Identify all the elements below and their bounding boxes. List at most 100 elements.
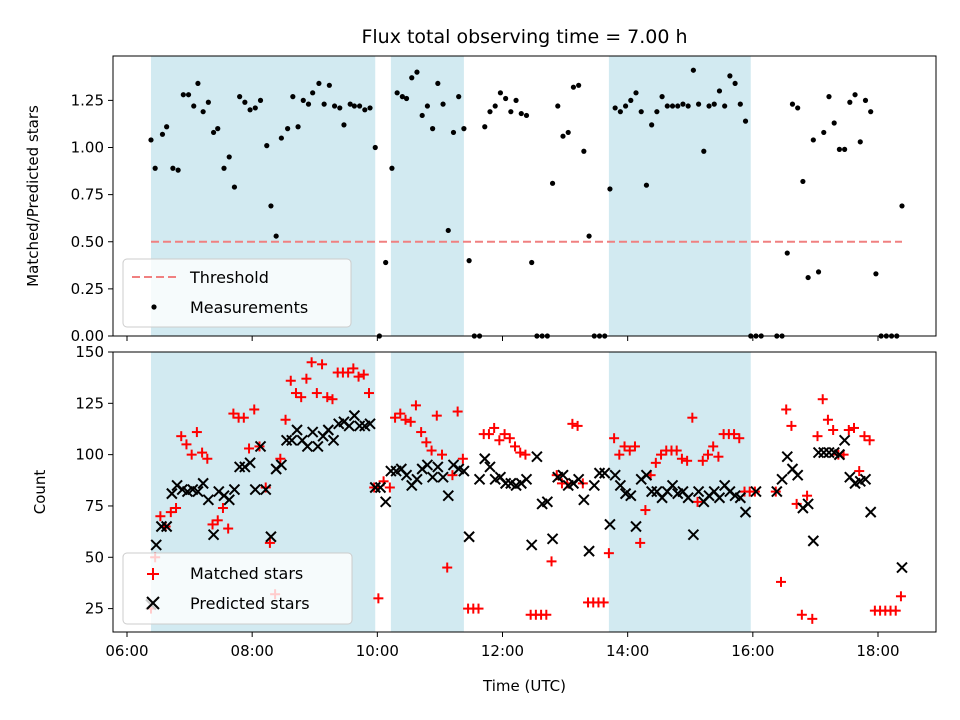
matched-star-point <box>171 503 182 514</box>
matched-star-point <box>410 400 421 411</box>
predicted-star-point <box>306 426 319 438</box>
x-tick-label: 08:00 <box>231 642 274 660</box>
y-tick-label: 25 <box>85 600 104 618</box>
matched-star-point <box>859 431 870 442</box>
measurement-point <box>868 109 874 115</box>
matched-star-point <box>640 505 651 516</box>
measurement-point <box>403 95 410 102</box>
measurement-point <box>430 126 436 132</box>
legend-predicted-label: Predicted stars <box>190 594 310 613</box>
measurement-point <box>310 90 316 96</box>
y-tick-label: 75 <box>85 497 104 515</box>
matched-star-point <box>322 392 333 403</box>
measurement-point <box>252 105 258 111</box>
measurement-point <box>815 269 822 275</box>
matched-star-point <box>775 576 786 587</box>
measurement-point <box>175 167 181 173</box>
matched-star-point <box>671 445 682 456</box>
x-axis-label: Time (UTC) <box>482 677 566 695</box>
measurement-point <box>586 233 592 239</box>
predicted-star-point <box>166 487 178 500</box>
predicted-star-point <box>437 471 449 483</box>
predicted-star-point <box>771 485 783 498</box>
matched-star-point <box>822 414 833 425</box>
measurement-point <box>513 97 519 103</box>
matched-star-point <box>895 591 906 602</box>
predicted-star-point <box>578 494 590 506</box>
bottom-x-axis-ticks: 06:00 08:00 10:00 12:00 14:00 16:00 18:00 <box>105 632 900 660</box>
measurement-point <box>654 109 660 115</box>
predicted-star-point <box>197 477 209 490</box>
predicted-star-point <box>244 457 256 469</box>
matched-star-point <box>713 451 724 462</box>
measurement-point <box>492 103 498 109</box>
measurement-point <box>185 92 192 98</box>
measurement-point <box>685 103 691 109</box>
measurement-point <box>164 124 170 130</box>
y-tick-label: 1.00 <box>71 139 104 157</box>
measurement-point <box>482 124 488 130</box>
measurement-point <box>210 129 217 136</box>
predicted-star-point <box>364 418 376 430</box>
predicted-star-point <box>260 483 272 496</box>
measurement-point <box>523 112 530 119</box>
matched-star-point <box>499 429 510 440</box>
predicted-star-point <box>499 477 512 490</box>
predicted-star-point <box>557 469 569 481</box>
predicted-star-point <box>687 528 700 541</box>
observing-window <box>390 56 464 336</box>
matched-star-point <box>796 609 807 620</box>
bottom-chart-panel: 25 50 75 100 125 150 06:00 08:00 10:00 12:00 14:0… <box>31 343 937 695</box>
x-tick-label: 16:00 <box>731 642 774 660</box>
matched-star-point <box>426 445 437 456</box>
measurement-point <box>711 101 717 107</box>
matched-star-point <box>567 418 578 429</box>
top-x-axis-ticks <box>126 336 879 341</box>
measurement-point <box>742 118 749 124</box>
predicted-star-point <box>593 467 606 479</box>
predicted-star-point <box>155 520 168 533</box>
matched-star-point <box>400 414 411 425</box>
predicted-star-point <box>223 494 235 506</box>
measurement-point <box>300 97 306 103</box>
top-legend-box <box>122 258 352 328</box>
measurement-point <box>487 109 493 115</box>
measurement-point <box>331 103 338 109</box>
measurement-point <box>826 94 832 100</box>
predicted-star-point <box>400 469 413 481</box>
y-tick-label: 100 <box>75 446 104 464</box>
bottom-axes-frame <box>112 351 937 633</box>
matched-star-point <box>264 537 275 548</box>
y-tick-label: 125 <box>75 394 104 412</box>
predicted-star-point <box>442 489 454 502</box>
bottom-legend: Matched stars Predicted stars <box>122 552 353 625</box>
measurement-point <box>152 165 158 171</box>
predicted-star-point <box>713 492 726 504</box>
measurement-point <box>701 148 707 154</box>
matched-star-point <box>692 496 703 507</box>
matched-star-point <box>416 427 427 438</box>
measurement-point <box>664 103 670 109</box>
predicted-star-point <box>640 469 653 481</box>
predicted-star-point <box>421 459 434 471</box>
matched-star-point <box>619 441 630 452</box>
top-axes-frame <box>112 55 937 337</box>
measurement-point <box>278 135 284 141</box>
predicted-star-point <box>812 446 825 459</box>
measurement-point <box>321 101 327 107</box>
matched-star-point <box>421 437 432 448</box>
predicted-star-point <box>614 479 627 492</box>
predicted-star-point <box>353 420 366 432</box>
measurement-point <box>372 144 378 151</box>
measurement-point <box>362 107 368 113</box>
matched-star-point <box>228 408 239 419</box>
top-chart-title: Flux total observing time = 7.00 h <box>361 26 687 48</box>
matched-star-point <box>437 449 448 460</box>
predicted-star-point <box>327 434 340 446</box>
predicted-star-point <box>207 528 220 541</box>
matched-star-point <box>457 453 468 464</box>
measurement-point <box>732 80 738 87</box>
predicted-star-point <box>864 506 877 518</box>
predicted-star-point <box>275 459 288 471</box>
